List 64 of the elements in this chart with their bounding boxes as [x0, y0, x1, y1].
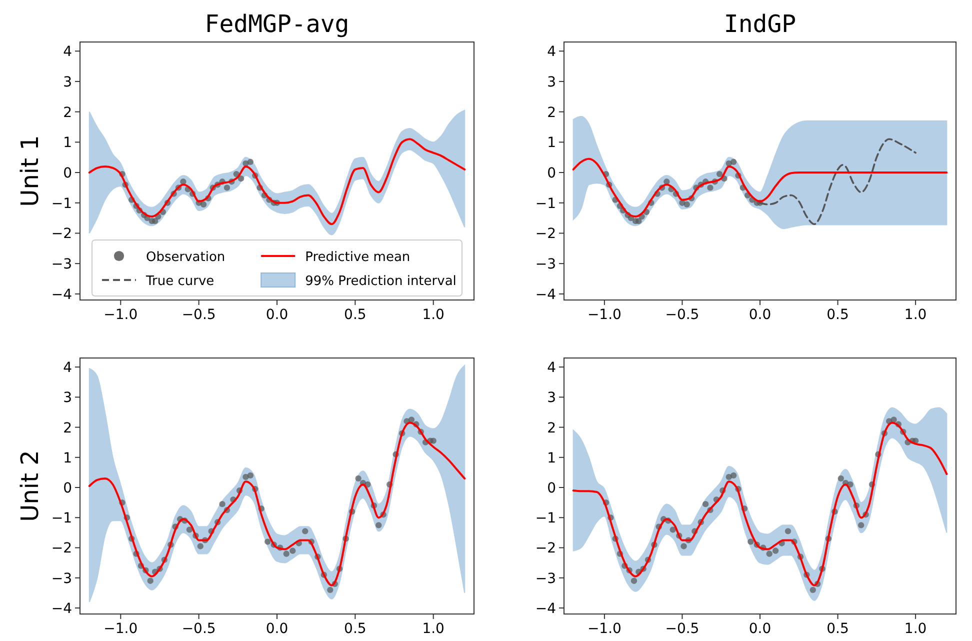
y-tick-label: 3: [63, 390, 72, 406]
x-tick-label: 0.0: [748, 307, 772, 323]
y-tick-label: 1: [547, 135, 556, 152]
y-tick-label: −1: [535, 510, 556, 527]
x-tick-label: 0.5: [826, 621, 849, 637]
x-tick-label: 1.0: [904, 307, 927, 323]
y-tick-label: 4: [547, 360, 556, 376]
x-tick-label: 0.0: [266, 307, 288, 323]
x-tick-label: −0.5: [665, 621, 700, 637]
y-tick-label: −3: [51, 256, 72, 273]
x-tick-label: −1.0: [587, 307, 622, 323]
y-tick-label: −4: [51, 286, 72, 303]
legend-label: 99% Prediction interval: [305, 274, 456, 289]
y-tick-label: 4: [547, 44, 556, 60]
y-tick-label: 3: [547, 390, 556, 406]
x-tick-label: −1.0: [104, 307, 138, 323]
y-tick-label: 4: [63, 44, 72, 60]
legend-label: Predictive mean: [305, 250, 410, 265]
y-tick-label: 2: [63, 104, 72, 121]
y-axis-title: Unit 2: [16, 450, 44, 522]
x-tick-label: 0.5: [344, 307, 366, 323]
y-tick-label: 2: [547, 104, 556, 121]
chart-title: FedMGP-avg: [204, 10, 350, 38]
x-tick-label: −0.5: [182, 307, 216, 323]
y-tick-label: 1: [63, 450, 72, 466]
y-tick-label: −3: [535, 256, 556, 273]
y-tick-label: −1: [535, 196, 556, 212]
y-tick-label: 0: [63, 480, 72, 497]
y-tick-label: −1: [51, 196, 72, 212]
legend-label: True curve: [145, 274, 214, 289]
y-tick-label: −2: [51, 226, 72, 242]
y-tick-label: −2: [535, 540, 556, 557]
y-tick-label: −2: [51, 540, 72, 557]
x-tick-label: 1.0: [422, 307, 444, 323]
x-tick-label: 1.0: [904, 621, 927, 637]
y-tick-label: 3: [547, 74, 556, 90]
y-tick-label: −4: [51, 600, 72, 617]
x-tick-label: 0.0: [266, 621, 288, 637]
y-tick-label: −3: [51, 570, 72, 587]
y-tick-label: −3: [535, 570, 556, 587]
y-tick-label: 4: [63, 360, 72, 376]
y-tick-label: 1: [547, 450, 556, 466]
y-tick-label: −1: [51, 510, 72, 527]
y-tick-label: 1: [63, 135, 72, 152]
y-tick-label: 2: [63, 420, 72, 436]
y-tick-label: 3: [63, 74, 72, 90]
x-tick-label: 1.0: [422, 621, 444, 637]
legend-label: Observation: [146, 250, 226, 265]
y-tick-label: −4: [535, 286, 556, 303]
x-tick-label: −0.5: [665, 307, 700, 323]
y-tick-label: 0: [547, 480, 556, 497]
x-tick-label: −1.0: [104, 621, 138, 637]
y-axis-title: Unit 1: [16, 135, 44, 207]
x-tick-label: −0.5: [182, 621, 216, 637]
x-tick-label: 0.0: [748, 621, 772, 637]
y-tick-label: −2: [535, 226, 556, 242]
y-tick-label: −4: [535, 600, 556, 617]
y-tick-label: 0: [547, 166, 556, 182]
x-tick-label: 0.5: [826, 307, 849, 323]
y-tick-label: 2: [547, 420, 556, 436]
chart-title: IndGP: [724, 10, 796, 38]
x-tick-label: −1.0: [587, 621, 622, 637]
x-tick-label: 0.5: [344, 621, 366, 637]
y-tick-label: 0: [63, 166, 72, 182]
